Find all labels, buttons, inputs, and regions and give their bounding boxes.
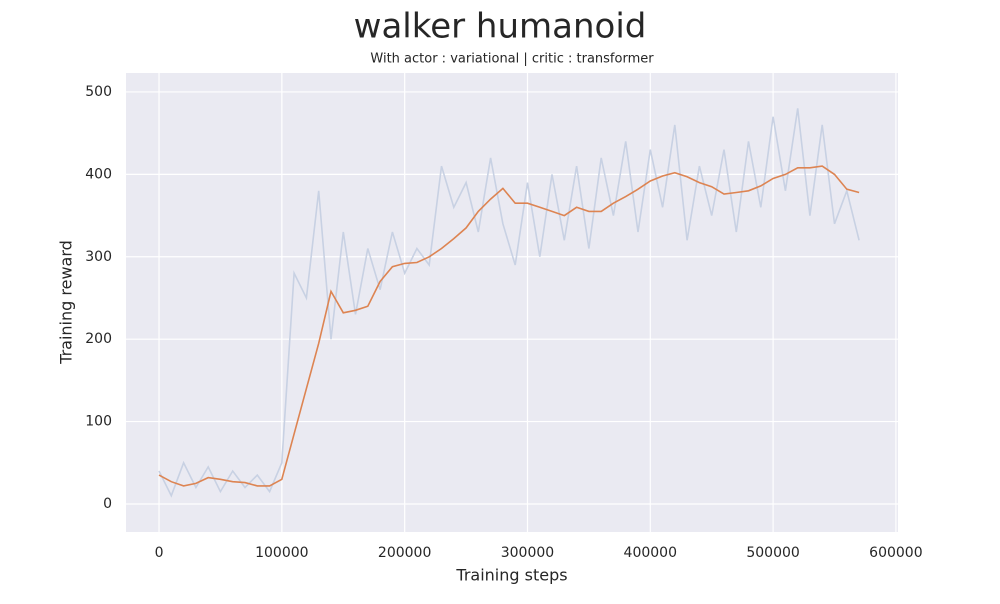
y-tick-label: 400 bbox=[85, 166, 112, 182]
x-tick-label: 500000 bbox=[746, 545, 799, 561]
x-tick-label: 600000 bbox=[869, 545, 922, 561]
chart-title: walker humanoid bbox=[354, 7, 647, 47]
x-tick-label: 100000 bbox=[255, 545, 308, 561]
y-axis-label: Training reward bbox=[57, 240, 76, 365]
x-axis-label: Training steps bbox=[455, 566, 567, 585]
y-tick-label: 100 bbox=[85, 414, 112, 430]
x-tick-label: 200000 bbox=[378, 545, 431, 561]
y-tick-label: 300 bbox=[85, 249, 112, 265]
plot-area bbox=[126, 73, 898, 532]
chart-subtitle: With actor : variational | critic : tran… bbox=[370, 52, 654, 67]
data-line bbox=[158, 108, 860, 498]
y-tick-label: 500 bbox=[85, 84, 112, 100]
x-tick-label: 0 bbox=[155, 545, 164, 561]
data-line bbox=[158, 165, 860, 487]
x-tick-label: 300000 bbox=[501, 545, 554, 561]
y-tick-label: 0 bbox=[103, 496, 112, 512]
x-tick-label: 400000 bbox=[624, 545, 677, 561]
y-tick-label: 200 bbox=[85, 331, 112, 347]
